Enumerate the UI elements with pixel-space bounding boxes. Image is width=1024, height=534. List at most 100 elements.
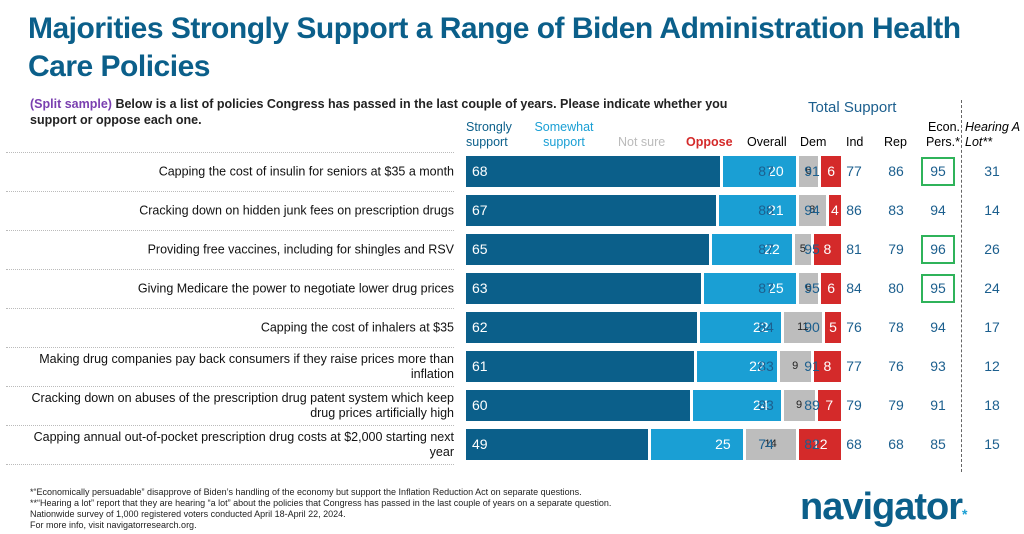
bar-not-sure: 9	[779, 351, 811, 382]
value-hearing-a-lot-: 15	[984, 436, 1000, 452]
policy-label: Cracking down on abuses of the prescript…	[31, 390, 454, 420]
logo-star-icon: *	[962, 506, 968, 522]
bar-not-sure: 9	[783, 390, 815, 421]
policy-label: Making drug companies pay back consumers…	[39, 351, 454, 381]
value-rep: 86	[888, 163, 904, 179]
highlight-box	[921, 157, 955, 186]
bar-somewhat-support: 20	[723, 156, 796, 187]
value-dem: 91	[804, 163, 820, 179]
value-dem: 82	[804, 436, 820, 452]
chart-subtitle: (Split sample) Below is a list of polici…	[30, 96, 770, 128]
col-hearing: Hearing A Lot**	[965, 120, 1020, 149]
value-overall: 88	[758, 202, 774, 218]
bar-oppose: 5	[825, 312, 841, 343]
footnotes: *“Economically persuadable” disapprove o…	[30, 487, 611, 531]
value-overall: 87	[758, 163, 774, 179]
policy-label: Capping annual out-of-pocket prescriptio…	[33, 429, 454, 459]
col-dem: Dem	[800, 135, 827, 149]
bar-oppose: 8	[813, 351, 841, 382]
navigator-logo: navigator*	[800, 486, 968, 529]
highlight-box	[921, 235, 955, 264]
bar-strongly-support: 67	[466, 195, 717, 226]
bar-somewhat-support: 24	[692, 390, 781, 421]
row-separator	[6, 347, 454, 348]
bar-not-sure: 6	[798, 156, 819, 187]
bar-strongly-support: 61	[466, 351, 694, 382]
value-ind: 86	[846, 202, 862, 218]
policy-label: Giving Medicare the power to negotiate l…	[137, 281, 454, 295]
bar-oppose: 6	[821, 273, 841, 304]
legend-strong: Strongly support	[466, 120, 512, 149]
bar-somewhat-support: 22	[696, 351, 777, 382]
value-rep: 78	[888, 319, 904, 335]
value-ind: 84	[846, 280, 862, 296]
value-overall: 83	[758, 358, 774, 374]
total-support-header: Total Support	[808, 99, 897, 116]
policy-label: Capping the cost of inhalers at $35	[260, 320, 454, 334]
value-econ-pers-: 94	[930, 319, 946, 335]
bar-not-sure: 5	[794, 234, 811, 265]
bar-somewhat-support: 21	[719, 195, 796, 226]
value-hearing-a-lot-: 31	[984, 163, 1000, 179]
value-hearing-a-lot-: 14	[984, 202, 1000, 218]
logo-text: navigator	[800, 486, 963, 528]
table-row: Capping the cost of inhalers at $35 62 22 1…	[0, 308, 1024, 347]
footnote: For more info, visit navigatorresearch.o…	[30, 520, 197, 530]
highlight-box	[921, 274, 955, 303]
col-ind: Ind	[846, 135, 864, 149]
value-econ-pers-: 94	[930, 202, 946, 218]
value-overall: 87	[758, 241, 774, 257]
bar-strongly-support: 68	[466, 156, 721, 187]
value-dem: 95	[804, 280, 820, 296]
table-row: Providing free vaccines, including for s…	[0, 230, 1024, 269]
legend-notsure: Not sure	[618, 135, 666, 149]
value-hearing-a-lot-: 24	[984, 280, 1000, 296]
bar-somewhat-support: 22	[700, 312, 781, 343]
value-rep: 80	[888, 280, 904, 296]
value-ind: 79	[846, 397, 862, 413]
footnote: **“Hearing a lot” report that they are h…	[30, 498, 612, 508]
bar-strongly-support: 62	[466, 312, 698, 343]
question-text: Below is a list of policies Congress has…	[30, 97, 728, 127]
value-hearing-a-lot-: 12	[984, 358, 1000, 374]
value-ind: 76	[846, 319, 862, 335]
row-separator	[6, 230, 454, 231]
bar-not-sure: 14	[745, 429, 796, 460]
footnote: Nationwide survey of 1,000 registered vo…	[30, 509, 346, 519]
value-econ-pers-: 93	[930, 358, 946, 374]
value-ind: 77	[846, 163, 862, 179]
value-dem: 90	[804, 319, 820, 335]
value-overall: 87	[758, 280, 774, 296]
table-row: Capping the cost of insulin for seniors …	[0, 152, 1024, 191]
value-econ-pers-: 91	[930, 397, 946, 413]
row-separator	[6, 152, 454, 153]
table-row: Capping annual out-of-pocket prescriptio…	[0, 425, 1024, 464]
value-rep: 76	[888, 358, 904, 374]
policy-label: Cracking down on hidden junk fees on pre…	[139, 203, 454, 217]
col-rep: Rep	[884, 135, 907, 149]
row-separator	[6, 425, 454, 426]
value-ind: 77	[846, 358, 862, 374]
value-econ-pers-: 95	[930, 280, 946, 296]
bar-strongly-support: 63	[466, 273, 702, 304]
value-hearing-a-lot-: 26	[984, 241, 1000, 257]
table-row: Cracking down on abuses of the prescript…	[0, 386, 1024, 425]
value-ind: 81	[846, 241, 862, 257]
bar-strongly-support: 49	[466, 429, 649, 460]
value-econ-pers-: 85	[930, 436, 946, 452]
bar-oppose: 4	[828, 195, 841, 226]
row-separator	[6, 464, 454, 465]
value-dem: 95	[804, 241, 820, 257]
value-hearing-a-lot-: 17	[984, 319, 1000, 335]
value-overall: 84	[758, 319, 774, 335]
value-dem: 94	[804, 202, 820, 218]
bar-strongly-support: 60	[466, 390, 690, 421]
policy-label: Capping the cost of insulin for seniors …	[158, 164, 454, 178]
value-dem: 89	[804, 397, 820, 413]
divider-line	[961, 100, 962, 472]
value-econ-pers-: 95	[930, 163, 946, 179]
bar-not-sure: 6	[798, 273, 819, 304]
col-overall: Overall	[747, 135, 787, 149]
table-row: Making drug companies pay back consumers…	[0, 347, 1024, 386]
bar-somewhat-support: 25	[704, 273, 796, 304]
